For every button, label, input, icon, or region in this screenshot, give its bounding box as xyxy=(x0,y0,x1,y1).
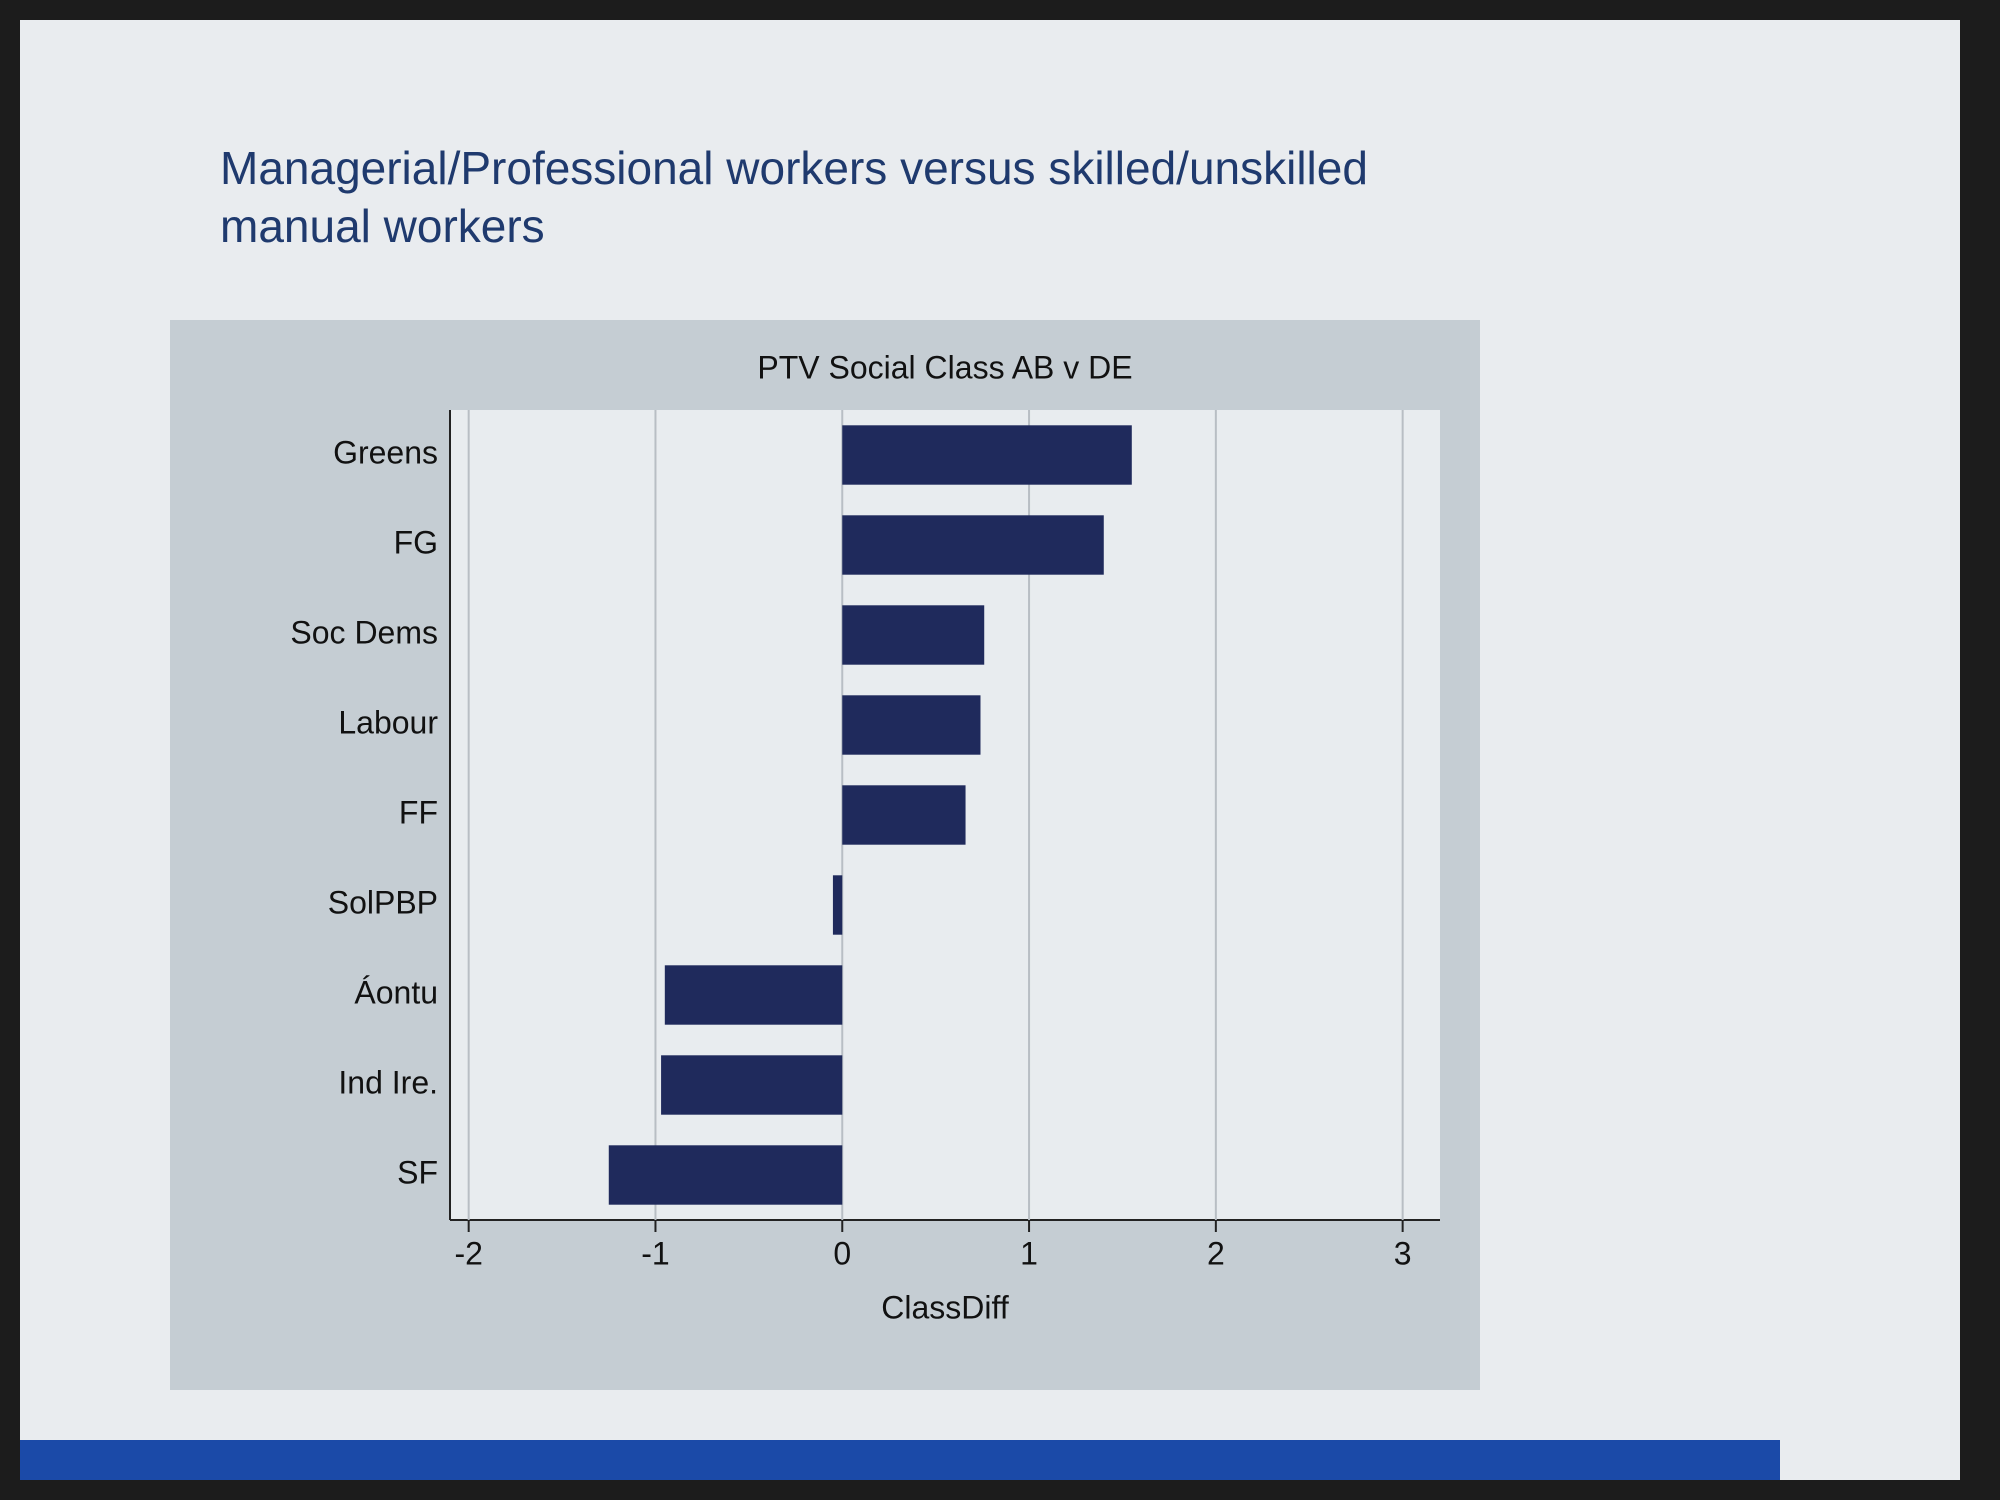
bar xyxy=(832,875,843,935)
chart: PTV Social Class AB v DE ClassDiff -2 -1 0… xyxy=(170,320,1480,1390)
slide: Managerial/Professional workers versus s… xyxy=(20,20,1960,1480)
y-tick-label: FF xyxy=(399,794,438,830)
slide-title: Managerial/Professional workers versus s… xyxy=(220,142,1368,252)
bar xyxy=(842,605,985,665)
y-tick-label: Ind Ire. xyxy=(338,1064,438,1100)
x-tick-label: -1 xyxy=(641,1235,669,1271)
x-tick-label: 1 xyxy=(1020,1235,1038,1271)
bar xyxy=(661,1055,843,1115)
y-tick-label: Labour xyxy=(338,704,438,740)
bar xyxy=(664,965,843,1025)
x-tick-label: 0 xyxy=(833,1235,851,1271)
bar xyxy=(608,1145,843,1205)
bar xyxy=(842,785,966,845)
y-tick-label: SolPBP xyxy=(328,884,438,920)
y-tick-label: Greens xyxy=(333,434,438,470)
y-tick-label: SF xyxy=(397,1154,438,1190)
bar xyxy=(842,695,981,755)
footer-bar xyxy=(20,1440,1780,1480)
x-axis-label: ClassDiff xyxy=(881,1289,1009,1325)
y-tick-label: Áontu xyxy=(354,974,438,1010)
y-tick-label: Soc Dems xyxy=(290,614,438,650)
bar xyxy=(842,425,1132,485)
x-tick-label: 2 xyxy=(1207,1235,1225,1271)
y-tick-label: FG xyxy=(394,524,438,560)
x-tick-label: 3 xyxy=(1394,1235,1412,1271)
bar xyxy=(842,515,1104,575)
chart-title: PTV Social Class AB v DE xyxy=(757,349,1132,385)
x-tick-label: -2 xyxy=(454,1235,482,1271)
